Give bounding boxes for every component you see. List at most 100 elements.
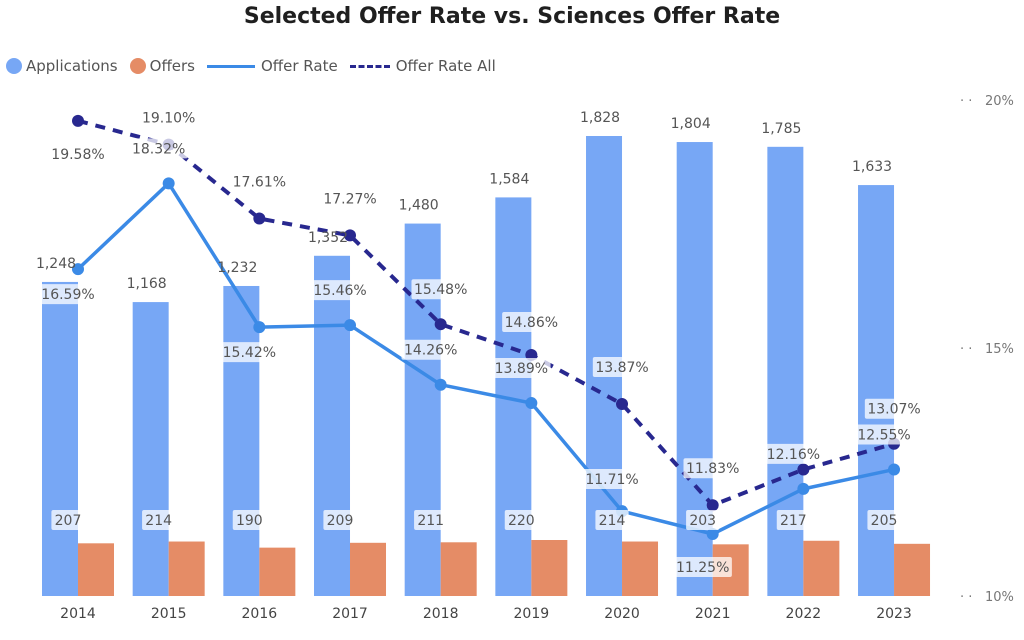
x-axis-tick-label: 2020 [604, 606, 640, 622]
offers-data-label-bg [232, 510, 266, 530]
offer-rate-all-data-label: 13.87% [595, 360, 648, 376]
applications-bar [858, 185, 895, 597]
applications-bar [223, 285, 260, 596]
offers-data-label: 205 [871, 513, 898, 529]
offer-rate-line [76, 181, 895, 536]
offer-rate-all-line [77, 118, 895, 508]
chart-title: Selected Offer Rate vs. Sciences Offer R… [243, 4, 781, 29]
offer-rate-point [525, 397, 538, 410]
offer-rate-point [888, 463, 901, 476]
offers-bar [894, 543, 931, 596]
offer-rate-data-label-bg [310, 280, 370, 301]
legend-offers-label: Offers [149, 57, 195, 75]
offer-rate-data-label-bg [673, 557, 732, 577]
legend-offer-rate-all[interactable]: Offer Rate All [349, 57, 496, 75]
offers-data-label-bg [51, 510, 85, 530]
offers-data-label: 220 [508, 513, 535, 529]
legend-applications-label: Applications [26, 57, 118, 75]
applications-bar [314, 255, 351, 596]
offer-rate-all-data-label: 13.07% [867, 402, 920, 418]
offer-rate-all-point [434, 318, 447, 331]
offer-rate-all-data-label: 15.48% [414, 282, 467, 298]
offers-data-label: 190 [236, 513, 263, 529]
applications-data-label: 1,828 [580, 110, 620, 126]
offer-rate-all-data-label-bg [411, 279, 470, 300]
offer-rate-all-data-label-bg [592, 357, 652, 378]
legend-offer-rate[interactable]: Offer Rate [207, 57, 338, 75]
offers-data-label: 207 [55, 513, 82, 529]
offer-rate-data-label: 13.89% [495, 361, 548, 377]
applications-data-label: 1,633 [852, 159, 892, 175]
right-axis-tick-dots: · · [960, 94, 972, 109]
offer-rate-point [72, 263, 84, 276]
x-axis-tick-label: 2019 [514, 606, 550, 622]
offer-rate-all-data-label-bg [864, 398, 924, 419]
offers-data-label: 209 [327, 513, 354, 529]
x-axis-tick-label: 2022 [786, 606, 822, 622]
offer-rate-swatch [207, 64, 255, 68]
offer-rate-all-data-label: 19.58% [51, 147, 104, 163]
x-axis-tick-label: 2015 [151, 606, 187, 622]
x-axis-tick-label: 2021 [695, 606, 731, 622]
offers-data-label-bg [776, 510, 810, 530]
offers-bar [531, 540, 568, 596]
offer-rate-all-point [525, 348, 538, 361]
offers-bar [168, 541, 205, 596]
offer-rate-all-point [253, 212, 266, 225]
offer-rate-all-data-label: 17.27% [323, 191, 376, 207]
legend-applications[interactable]: Applications [6, 57, 118, 75]
offer-rate-data-label: 18.32% [132, 141, 185, 157]
x-axis-tick-label: 2016 [242, 606, 278, 622]
offer-rate-data-label-bg [129, 138, 188, 159]
offer-rate-all-data-label: 11.83% [686, 461, 739, 477]
offer-rate-point [797, 482, 810, 495]
offers-data-label: 203 [689, 513, 716, 529]
offers-data-label-bg [867, 510, 901, 530]
offer-rate-point [434, 378, 447, 391]
offers-swatch [129, 58, 146, 74]
offers-bar [440, 542, 477, 596]
offers-data-label-bg [686, 510, 720, 530]
right-axis-tick-dots: · · [960, 342, 972, 357]
offer-rate-all-point [72, 114, 84, 127]
offers-data-label-bg [414, 510, 448, 530]
applications-bar [132, 302, 169, 596]
applications-bar [42, 281, 78, 596]
right-axis-tick-dots: · · [960, 590, 972, 605]
offers-data-label-bg [142, 510, 176, 530]
offer-rate-data-label: 15.46% [313, 283, 366, 299]
offers-bar [622, 541, 659, 596]
offer-rate-point [162, 177, 175, 190]
offer-rate-data-label-bg [582, 469, 642, 489]
offer-rate-all-swatch [349, 64, 390, 68]
right-axis-tick-label: 10% [985, 590, 1014, 605]
offer-rate-all-data-label-bg [320, 188, 380, 209]
offer-rate-data-label-bg [854, 424, 914, 445]
offer-rate-data-label: 11.71% [585, 472, 638, 488]
applications-data-label: 1,804 [671, 116, 711, 132]
offer-rate-data-label-bg [220, 342, 279, 363]
offer-rate-all-data-label: 19.10% [142, 111, 195, 127]
applications-data-label: 1,480 [399, 198, 439, 214]
applications-data-label: 1,248 [36, 256, 76, 272]
offer-rate-all-point [797, 463, 810, 476]
offers-data-label: 214 [599, 513, 626, 529]
offers-bar [259, 547, 296, 596]
offers-data-label-bg [323, 510, 357, 530]
offer-rate-all-data-label: 14.86% [505, 315, 558, 331]
legend-offer-rate-label: Offer Rate [261, 57, 338, 75]
x-axis-tick-label: 2017 [332, 606, 368, 622]
offer-rate-all-data-label-bg [48, 143, 108, 164]
legend-offers[interactable]: Offers [129, 57, 195, 75]
offer-rate-all-data-label-bg [230, 171, 289, 192]
applications-data-label: 1,352 [308, 230, 348, 246]
x-axis-tick-label: 2014 [60, 606, 96, 622]
applications-data-label: 1,168 [127, 276, 167, 292]
right-axis-tick-label: 20% [985, 94, 1014, 109]
offer-rate-data-label: 14.26% [404, 343, 457, 359]
offer-rate-data-label-bg [492, 358, 551, 379]
offers-bar [803, 540, 840, 596]
applications-data-label: 1,232 [217, 260, 257, 276]
offer-rate-all-point [616, 398, 629, 411]
